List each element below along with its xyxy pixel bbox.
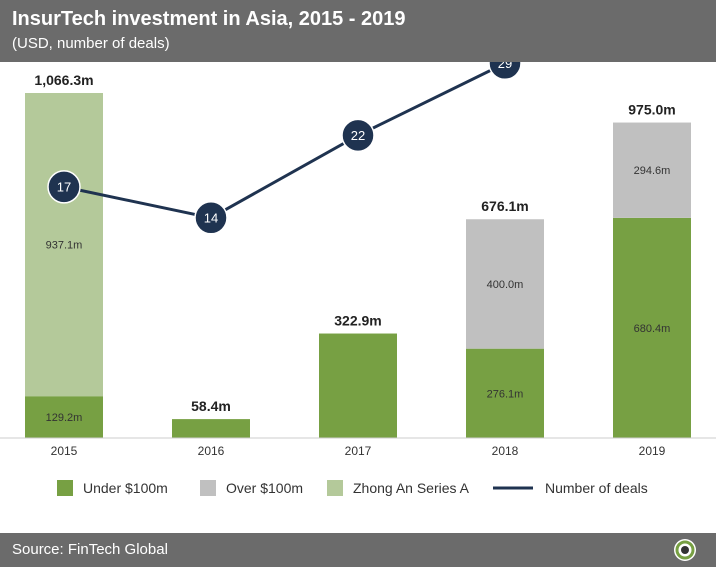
fintech-logo-icon xyxy=(674,539,696,561)
data-label: 400.0m xyxy=(487,279,524,291)
legend-swatch xyxy=(327,480,343,496)
deals-label: 29 xyxy=(498,62,512,71)
total-label: 1,066.3m xyxy=(34,72,93,88)
data-label: 937.1m xyxy=(46,240,83,252)
legend-swatch xyxy=(57,480,73,496)
legend-label: Number of deals xyxy=(545,480,648,496)
header-bar: InsurTech investment in Asia, 2015 - 201… xyxy=(0,0,716,62)
deals-label: 14 xyxy=(204,210,218,225)
bar-2015-zhong-an-series-a xyxy=(25,93,103,397)
legend-swatch xyxy=(200,480,216,496)
total-label: 58.4m xyxy=(191,398,231,414)
deals-point xyxy=(47,170,81,204)
chart-area: 129.2m 937.1m 1,066.3m 2015 58.4m 2016 322.9m 2… xyxy=(0,62,716,496)
source-text: Source: FinTech Global xyxy=(12,541,168,558)
deals-point xyxy=(341,118,375,153)
deals-point xyxy=(194,201,228,235)
data-label: 276.1m xyxy=(487,388,524,400)
total-label: 322.9m xyxy=(334,313,381,329)
chart-title: InsurTech investment in Asia, 2015 - 201… xyxy=(12,8,406,30)
bar-2019-under-100m xyxy=(613,217,691,438)
total-label: 676.1m xyxy=(481,198,528,214)
legend-label: Zhong An Series A xyxy=(353,480,470,496)
legend-label: Over $100m xyxy=(226,480,303,496)
bar-2017-under-100m xyxy=(319,333,397,438)
bar-2019-over-100m xyxy=(613,122,691,218)
x-tick-label: 2016 xyxy=(198,444,225,458)
bar-2015-under-100m xyxy=(25,396,103,438)
chart-subtitle: (USD, number of deals) xyxy=(12,35,170,52)
deals-point xyxy=(488,62,522,81)
total-label: 975.0m xyxy=(628,102,675,118)
deals-label: 17 xyxy=(57,179,71,194)
data-label: 680.4m xyxy=(634,323,671,335)
data-label: 129.2m xyxy=(46,412,83,424)
data-label: 294.6m xyxy=(634,165,671,177)
footer-bar: Source: FinTech Global xyxy=(0,533,716,567)
x-tick-label: 2018 xyxy=(492,444,519,458)
x-tick-label: 2019 xyxy=(639,444,666,458)
legend-label: Under $100m xyxy=(83,480,168,496)
deals-label: 22 xyxy=(351,128,365,143)
x-tick-label: 2017 xyxy=(345,444,372,458)
bar-2018-over-100m xyxy=(466,219,544,349)
bar-2016-under-100m xyxy=(172,419,250,438)
x-tick-label: 2015 xyxy=(51,444,78,458)
bar-2018-under-100m xyxy=(466,348,544,438)
